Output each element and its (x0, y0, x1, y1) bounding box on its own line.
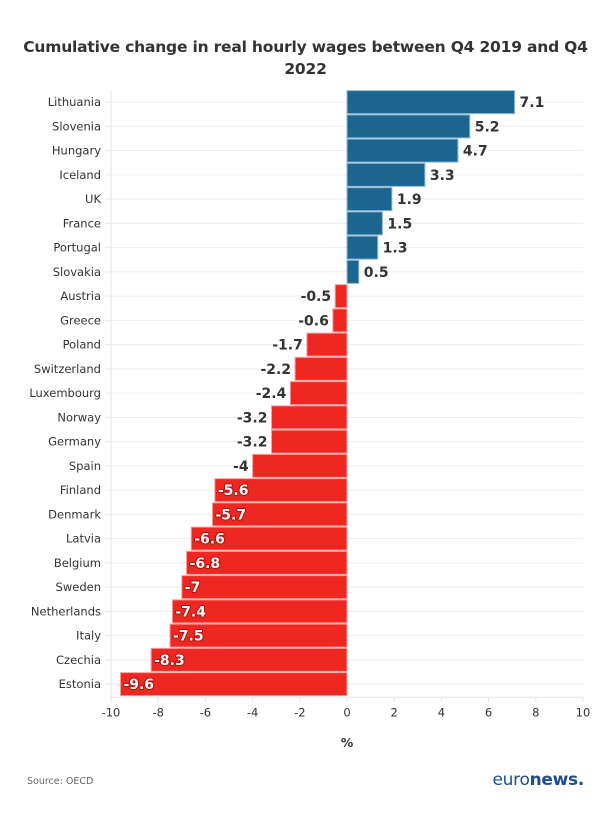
bars (119, 90, 516, 697)
value-label: 4.7 (463, 144, 488, 160)
logo-text-euro: euro (492, 770, 530, 790)
value-label: -7.5 (173, 629, 204, 645)
value-label: -2.2 (260, 362, 291, 378)
bar-poland[interactable] (306, 332, 348, 357)
bar-denmark[interactable] (211, 502, 348, 527)
source-note: Source: OECD (27, 776, 94, 787)
category-label: Sweden (56, 580, 101, 594)
category-label: Iceland (59, 168, 101, 182)
bar-netherlands[interactable] (171, 599, 348, 624)
value-label: -5.7 (215, 507, 246, 523)
bar-germany[interactable] (270, 429, 348, 454)
category-labels: Lithuania Slovenia Hungary Iceland UK France P… (29, 95, 101, 691)
value-label: -7.4 (175, 604, 206, 620)
value-label: -1.7 (272, 338, 303, 354)
bar-uk[interactable] (346, 187, 393, 212)
bar-latvia[interactable] (190, 526, 348, 551)
x-tick-label: -2 (294, 705, 305, 719)
value-labels: 7.1 5.2 4.7 3.3 1.9 1.5 1.3 0.5 -0.5 -0.6 -1.7 -2.2… (122, 95, 545, 694)
bar-norway[interactable] (270, 405, 348, 430)
category-label: Estonia (59, 677, 101, 691)
value-label: 0.5 (364, 265, 389, 281)
bar-slovakia[interactable] (346, 259, 360, 284)
category-label: Switzerland (34, 362, 101, 376)
bar-sweden[interactable] (181, 575, 348, 600)
bar-switzerland[interactable] (294, 356, 348, 381)
category-label: Slovenia (52, 119, 101, 133)
bar-slovenia[interactable] (346, 114, 471, 139)
category-label: Lithuania (48, 95, 101, 109)
category-label: UK (85, 192, 101, 206)
euronews-logo: euronews. (493, 770, 585, 790)
value-label: 3.3 (430, 168, 455, 184)
bar-spain[interactable] (252, 453, 348, 478)
category-label: Denmark (48, 507, 101, 521)
x-axis-title: % (341, 735, 354, 750)
x-tick-label: 6 (485, 705, 492, 719)
value-label: -2.4 (256, 386, 287, 402)
value-label: -8.3 (154, 653, 185, 669)
value-label: 5.2 (475, 119, 500, 135)
category-label: Austria (60, 289, 101, 303)
value-label: -3.2 (237, 435, 268, 451)
bar-belgium[interactable] (186, 550, 348, 575)
bar-italy[interactable] (169, 623, 348, 648)
bar-hungary[interactable] (346, 138, 459, 163)
category-label: Slovakia (53, 265, 101, 279)
x-tick-label: -6 (200, 705, 211, 719)
x-tick-label: 0 (343, 705, 350, 719)
category-label: Belgium (54, 556, 101, 570)
category-label: Netherlands (31, 604, 101, 618)
bar-finland[interactable] (214, 478, 348, 503)
category-label: Finland (60, 483, 101, 497)
category-label: Luxembourg (29, 386, 101, 400)
value-label: -7 (185, 580, 201, 596)
bar-iceland[interactable] (346, 162, 426, 187)
bar-austria[interactable] (334, 284, 348, 309)
value-label: -0.6 (298, 313, 329, 329)
value-label: 1.5 (387, 216, 412, 232)
category-label: Latvia (66, 532, 101, 546)
x-tick-label: -8 (152, 705, 163, 719)
axes (110, 90, 584, 703)
bar-estonia[interactable] (119, 672, 348, 697)
category-label: Greece (60, 313, 101, 327)
value-label: -3.2 (237, 410, 268, 426)
category-label: Norway (57, 410, 101, 424)
x-tick-label: 4 (438, 705, 445, 719)
value-label: -9.6 (123, 677, 154, 693)
category-label: Spain (69, 459, 101, 473)
value-label: 7.1 (520, 95, 545, 111)
x-tick-label: -10 (102, 705, 121, 719)
bar-lithuania[interactable] (346, 90, 516, 115)
category-label: Italy (76, 629, 101, 643)
category-label: Czechia (56, 653, 101, 667)
bar-france[interactable] (346, 211, 383, 236)
value-label: -6.6 (194, 532, 225, 548)
value-label: -5.6 (218, 483, 249, 499)
value-label: 1.3 (383, 241, 408, 257)
x-tick-label: 8 (532, 705, 539, 719)
x-tick-label: 2 (391, 705, 398, 719)
value-label: 1.9 (397, 192, 422, 208)
bar-greece[interactable] (332, 308, 348, 333)
value-label: -6.8 (190, 556, 221, 572)
chart-title: Cumulative change in real hourly wages b… (23, 38, 588, 78)
bar-portugal[interactable] (346, 235, 379, 260)
logo-dot: . (577, 770, 584, 790)
category-label: Poland (63, 338, 101, 352)
x-tick-labels: -10 -8 -6 -4 -2 0 2 4 6 8 10 (102, 705, 591, 719)
x-tick-label: 10 (576, 705, 591, 719)
logo-text-news: news (529, 770, 579, 790)
value-label: -4 (233, 459, 249, 475)
value-label: -0.5 (301, 289, 332, 305)
category-label: France (63, 216, 101, 230)
x-tick-label: -4 (247, 705, 258, 719)
bar-czechia[interactable] (150, 647, 348, 672)
category-label: Germany (48, 435, 101, 449)
bar-luxembourg[interactable] (289, 381, 348, 406)
category-label: Hungary (52, 144, 101, 158)
category-label: Portugal (53, 241, 101, 255)
